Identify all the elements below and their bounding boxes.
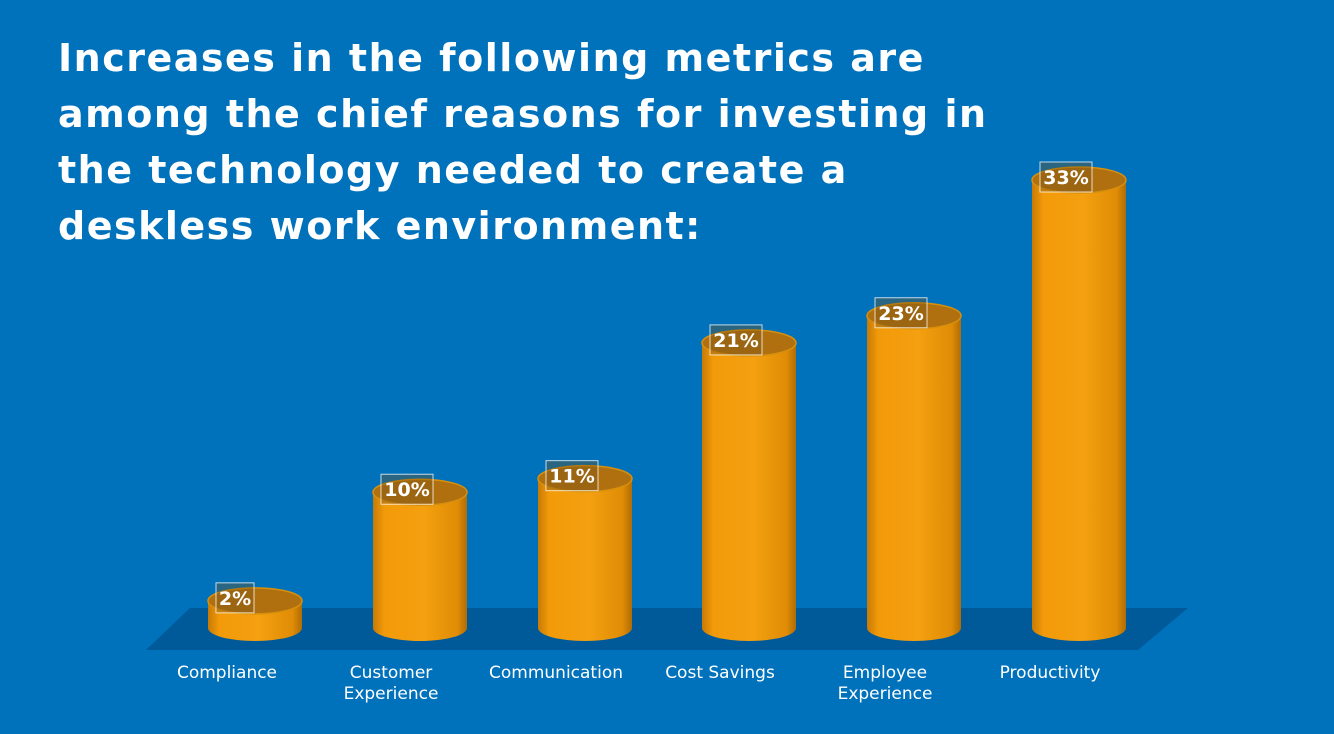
bars-group: 2% 10% 11% 21% 23% 33% bbox=[207, 161, 1127, 641]
bar-1: 10% bbox=[372, 473, 468, 641]
bar-top bbox=[208, 587, 302, 614]
bar-top-rim bbox=[207, 587, 303, 615]
value-label: 23% bbox=[878, 303, 923, 325]
bar-top-rim bbox=[701, 329, 797, 357]
category-label: Customer Experience bbox=[344, 663, 439, 704]
value-label-box bbox=[1039, 161, 1093, 193]
bar-0: 2% bbox=[207, 582, 303, 641]
chart-title: Increases in the following metrics are a… bbox=[58, 36, 988, 248]
category-label: Employee Experience bbox=[838, 663, 933, 704]
bar-body bbox=[373, 492, 467, 641]
category-label: Compliance bbox=[177, 663, 277, 683]
bar-top-rim bbox=[537, 464, 633, 493]
bar-top-rim bbox=[866, 302, 962, 330]
bar-top bbox=[1032, 167, 1126, 193]
bar-body bbox=[702, 342, 796, 641]
category-label: Cost Savings bbox=[665, 663, 775, 683]
category-label: Communication bbox=[489, 663, 623, 683]
bar-top bbox=[373, 479, 467, 506]
bar-top-rim bbox=[372, 478, 468, 506]
value-label-box bbox=[874, 297, 928, 329]
bar-5: 33% bbox=[1031, 161, 1127, 641]
value-label: 11% bbox=[549, 466, 594, 488]
value-label-box bbox=[380, 473, 434, 505]
bar-body bbox=[867, 315, 961, 641]
value-label-box bbox=[709, 324, 763, 356]
bar-4: 23% bbox=[866, 297, 962, 641]
value-label: 21% bbox=[713, 330, 758, 352]
value-label: 10% bbox=[384, 479, 429, 501]
labels-group: Compliance Customer Experience Communicatio… bbox=[177, 663, 1100, 704]
bar-top bbox=[867, 302, 961, 329]
bar-body bbox=[538, 478, 632, 641]
bar-body bbox=[1032, 180, 1126, 641]
bar-top bbox=[538, 465, 632, 492]
value-label: 33% bbox=[1043, 167, 1088, 189]
bar-top bbox=[702, 329, 796, 356]
chart-floor bbox=[146, 608, 1188, 650]
value-label-box bbox=[545, 460, 599, 492]
bar-2: 11% bbox=[537, 460, 633, 641]
category-label: Productivity bbox=[1000, 663, 1101, 683]
bar-top-rim bbox=[1031, 166, 1127, 194]
value-label-box bbox=[215, 582, 255, 614]
bar-3: 21% bbox=[701, 324, 797, 641]
value-label: 2% bbox=[219, 588, 251, 610]
